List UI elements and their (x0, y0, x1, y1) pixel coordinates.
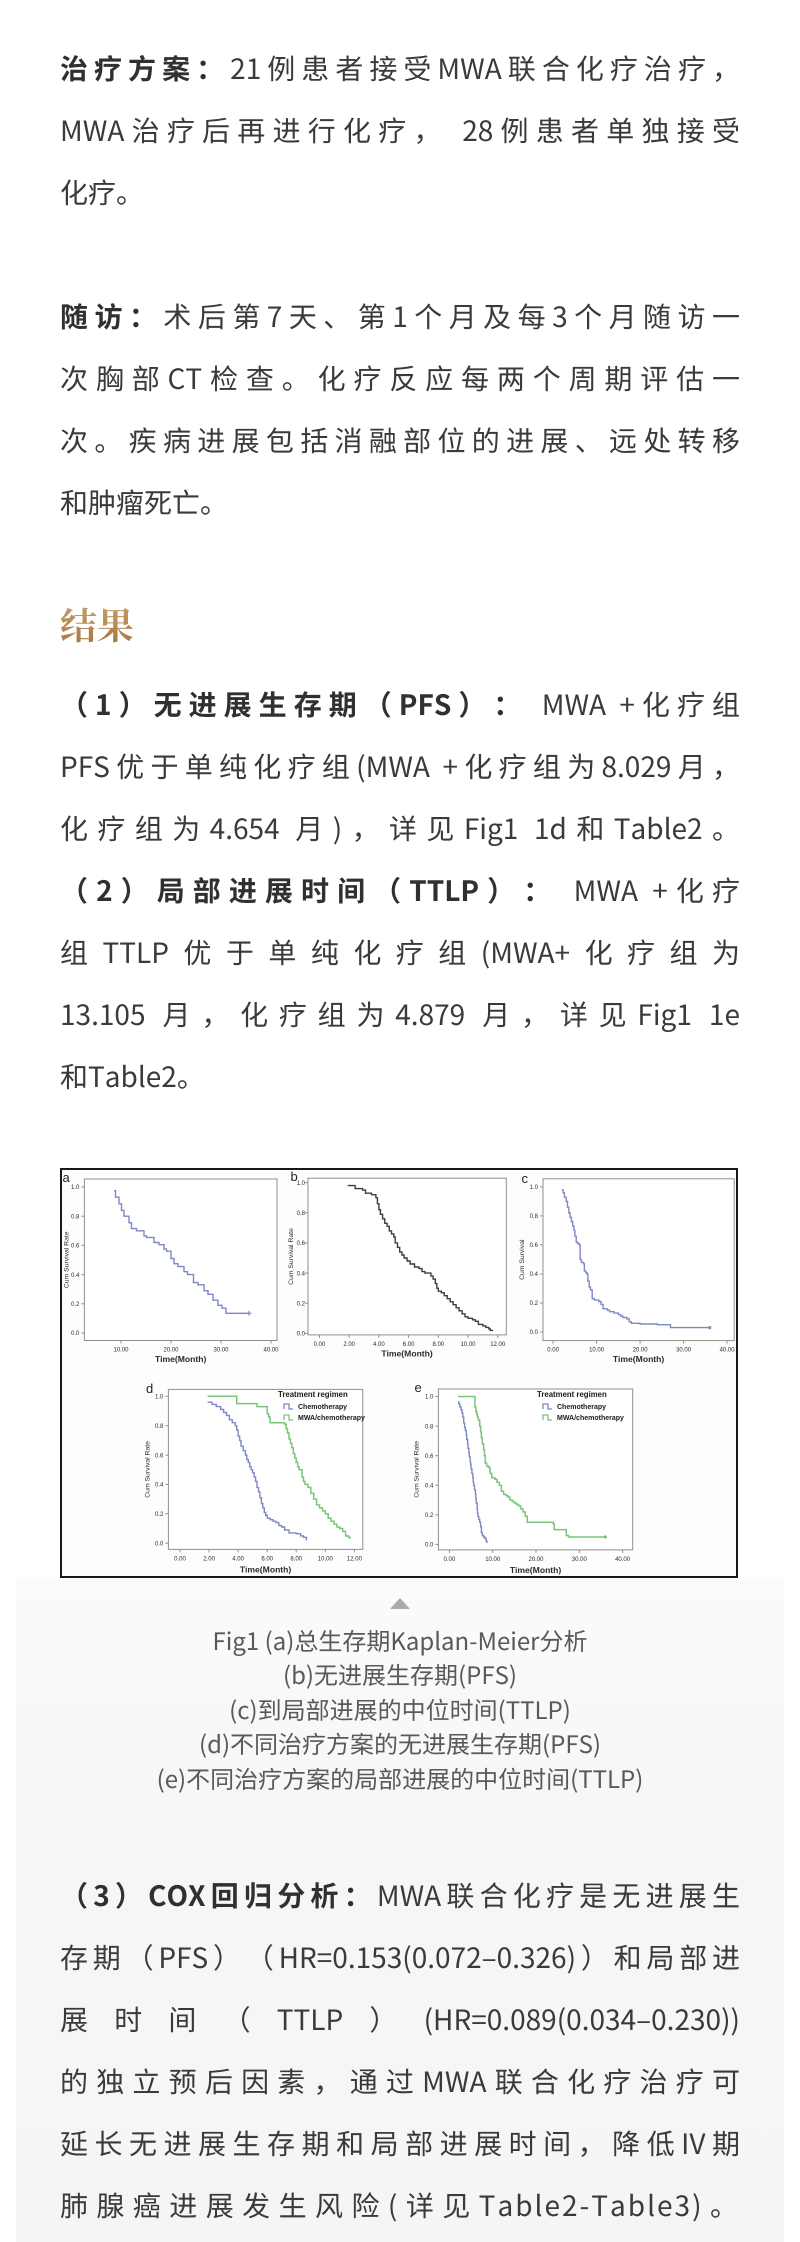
svg-text:0.6: 0.6 (425, 1454, 434, 1460)
svg-text:8.00: 8.00 (290, 1556, 302, 1562)
svg-text:Time(Month): Time(Month) (510, 1565, 562, 1575)
svg-text:0.2: 0.2 (297, 1301, 306, 1307)
svg-text:e: e (415, 1380, 422, 1395)
svg-text:40.00: 40.00 (263, 1348, 279, 1354)
svg-text:MWA/chemotherapy: MWA/chemotherapy (557, 1415, 624, 1422)
svg-text:0.00: 0.00 (174, 1556, 186, 1562)
svg-text:0.0: 0.0 (530, 1330, 539, 1336)
svg-text:0.8: 0.8 (297, 1211, 306, 1217)
svg-text:Time(Month): Time(Month) (613, 1354, 665, 1364)
svg-text:Cum Survival Rate: Cum Survival Rate (64, 1231, 71, 1288)
svg-text:d: d (146, 1381, 153, 1396)
svg-text:0.4: 0.4 (155, 1483, 164, 1489)
svg-text:4.00: 4.00 (373, 1342, 385, 1348)
svg-text:0.8: 0.8 (530, 1214, 539, 1220)
svg-text:Cum Survival Rate: Cum Survival Rate (145, 1441, 152, 1498)
svg-text:b: b (291, 1170, 298, 1184)
svg-text:0.0: 0.0 (425, 1543, 434, 1549)
svg-text:c: c (522, 1171, 529, 1186)
svg-text:30.00: 30.00 (572, 1557, 588, 1563)
svg-text:0.0: 0.0 (71, 1331, 80, 1337)
svg-text:0.2: 0.2 (530, 1301, 539, 1307)
svg-text:10.00: 10.00 (589, 1348, 605, 1354)
svg-text:10.00: 10.00 (113, 1348, 129, 1354)
svg-text:12.00: 12.00 (490, 1342, 506, 1348)
svg-text:10.00: 10.00 (318, 1556, 334, 1562)
svg-text:40.00: 40.00 (720, 1348, 736, 1354)
svg-text:0.00: 0.00 (444, 1557, 456, 1563)
svg-text:0.6: 0.6 (530, 1243, 539, 1249)
svg-text:Time(Month): Time(Month) (381, 1348, 433, 1358)
svg-text:Time(Month): Time(Month) (240, 1564, 292, 1574)
svg-text:1.0: 1.0 (425, 1395, 434, 1401)
svg-text:0.00: 0.00 (547, 1348, 559, 1354)
svg-text:20.00: 20.00 (528, 1557, 544, 1563)
svg-text:Treatment regimen: Treatment regimen (278, 1390, 348, 1399)
svg-text:Chemotherapy: Chemotherapy (298, 1404, 347, 1411)
svg-text:6.00: 6.00 (261, 1556, 273, 1562)
svg-text:Cum Survival Rate: Cum Survival Rate (288, 1228, 295, 1285)
svg-text:0.8: 0.8 (425, 1424, 434, 1430)
svg-text:0.0: 0.0 (297, 1332, 306, 1338)
svg-text:1.0: 1.0 (71, 1185, 80, 1191)
svg-text:0.00: 0.00 (314, 1342, 326, 1348)
svg-text:1.0: 1.0 (297, 1181, 306, 1187)
svg-text:Cum Survival Rate: Cum Survival Rate (414, 1441, 421, 1498)
svg-text:Treatment regimen: Treatment regimen (537, 1390, 607, 1399)
svg-text:10.00: 10.00 (460, 1342, 476, 1348)
svg-text:1.0: 1.0 (530, 1185, 539, 1191)
svg-text:0.6: 0.6 (297, 1241, 306, 1247)
svg-text:0.4: 0.4 (71, 1273, 80, 1279)
svg-text:0.0: 0.0 (155, 1541, 164, 1547)
svg-text:30.00: 30.00 (676, 1348, 692, 1354)
svg-text:a: a (63, 1170, 71, 1185)
svg-text:0.2: 0.2 (71, 1302, 80, 1308)
svg-text:12.00: 12.00 (347, 1556, 363, 1562)
svg-text:Cum Survival: Cum Survival (519, 1239, 526, 1280)
svg-text:0.6: 0.6 (71, 1244, 80, 1250)
svg-text:Time(Month): Time(Month) (155, 1354, 207, 1364)
svg-text:30.00: 30.00 (213, 1348, 229, 1354)
svg-text:6.00: 6.00 (403, 1342, 415, 1348)
svg-text:0.4: 0.4 (530, 1272, 539, 1278)
svg-text:0.6: 0.6 (155, 1453, 164, 1459)
svg-text:0.4: 0.4 (297, 1271, 306, 1277)
svg-text:0.2: 0.2 (425, 1513, 434, 1519)
svg-text:10.00: 10.00 (485, 1557, 501, 1563)
svg-text:Chemotherapy: Chemotherapy (557, 1404, 606, 1411)
svg-text:2.00: 2.00 (203, 1556, 215, 1562)
svg-text:20.00: 20.00 (163, 1348, 179, 1354)
svg-text:20.00: 20.00 (633, 1348, 649, 1354)
svg-text:0.8: 0.8 (155, 1424, 164, 1430)
svg-text:1.0: 1.0 (155, 1395, 164, 1401)
svg-text:8.00: 8.00 (432, 1342, 444, 1348)
svg-text:0.8: 0.8 (71, 1214, 80, 1220)
svg-text:4.00: 4.00 (232, 1556, 244, 1562)
svg-text:2.00: 2.00 (343, 1342, 355, 1348)
svg-text:0.2: 0.2 (155, 1512, 164, 1518)
svg-text:40.00: 40.00 (615, 1557, 631, 1563)
svg-text:MWA/chemotherapy: MWA/chemotherapy (298, 1415, 365, 1422)
svg-text:0.4: 0.4 (425, 1483, 434, 1489)
